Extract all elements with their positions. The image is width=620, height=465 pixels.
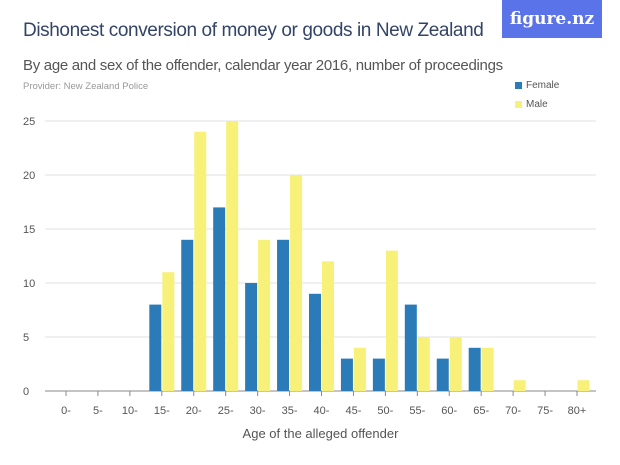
bar-male (385, 250, 398, 391)
provider-note: Provider: New Zealand Police (23, 81, 149, 92)
y-tick-label: 0 (23, 386, 29, 398)
bar-male (449, 337, 462, 391)
x-tick-label: 10- (122, 405, 138, 417)
x-tick-label: 50- (377, 405, 393, 417)
x-tick-label: 15- (154, 405, 170, 417)
x-tick-label: 30- (250, 405, 266, 417)
bar-female (436, 358, 449, 391)
x-tick-label: 40- (314, 405, 330, 417)
x-tick-label: 65- (473, 405, 489, 417)
x-tick-label: 35- (282, 405, 298, 417)
bar-male (194, 131, 207, 392)
bar-female (245, 283, 258, 391)
bar-female (404, 304, 417, 391)
bar-male (417, 337, 430, 391)
x-tick-label: 45- (345, 405, 361, 417)
bar-female (372, 358, 385, 391)
bar-female (309, 293, 321, 391)
x-tick-label: 25- (218, 405, 234, 417)
bar-male (322, 261, 334, 391)
y-tick-label: 25 (23, 116, 35, 128)
legend-item-male: Male (515, 95, 559, 114)
figure-nz-logo[interactable]: figure.nz (502, 0, 602, 38)
x-tick-label: 0- (61, 405, 71, 417)
x-tick-label: 70- (505, 405, 521, 417)
bar-female (213, 207, 226, 391)
bar-male (226, 121, 239, 391)
x-tick-label: 5- (93, 405, 103, 417)
chart-subtitle: By age and sex of the offender, calendar… (23, 57, 503, 74)
legend-swatch-female (515, 82, 522, 89)
y-tick-label: 5 (23, 332, 29, 344)
chart-title: Dishonest conversion of money or goods i… (23, 20, 484, 41)
legend: Female Male (515, 76, 559, 114)
bar-male (162, 272, 175, 391)
bar-female (468, 347, 481, 391)
legend-item-female: Female (515, 76, 559, 95)
bar-male (481, 347, 494, 391)
x-tick-label: 75- (537, 405, 553, 417)
x-tick-label: 60- (441, 405, 457, 417)
x-tick-label: 80+ (568, 405, 587, 417)
x-tick-label: 20- (186, 405, 202, 417)
legend-swatch-male (515, 101, 522, 108)
y-tick-label: 15 (23, 224, 35, 236)
bar-male (290, 175, 303, 391)
x-axis-label: Age of the alleged offender (243, 426, 400, 441)
bar-female (340, 358, 353, 391)
bar-female (149, 304, 162, 391)
bar-male (353, 347, 366, 391)
bar-male (513, 380, 526, 391)
y-tick-label: 20 (23, 170, 35, 182)
legend-label-male: Male (526, 99, 548, 110)
y-tick-label: 10 (23, 278, 35, 290)
bar-female (277, 239, 290, 391)
bar-male (577, 380, 590, 391)
legend-label-female: Female (526, 80, 560, 91)
bar-male (258, 239, 271, 391)
bar-female (181, 239, 194, 391)
x-tick-label: 55- (409, 405, 425, 417)
